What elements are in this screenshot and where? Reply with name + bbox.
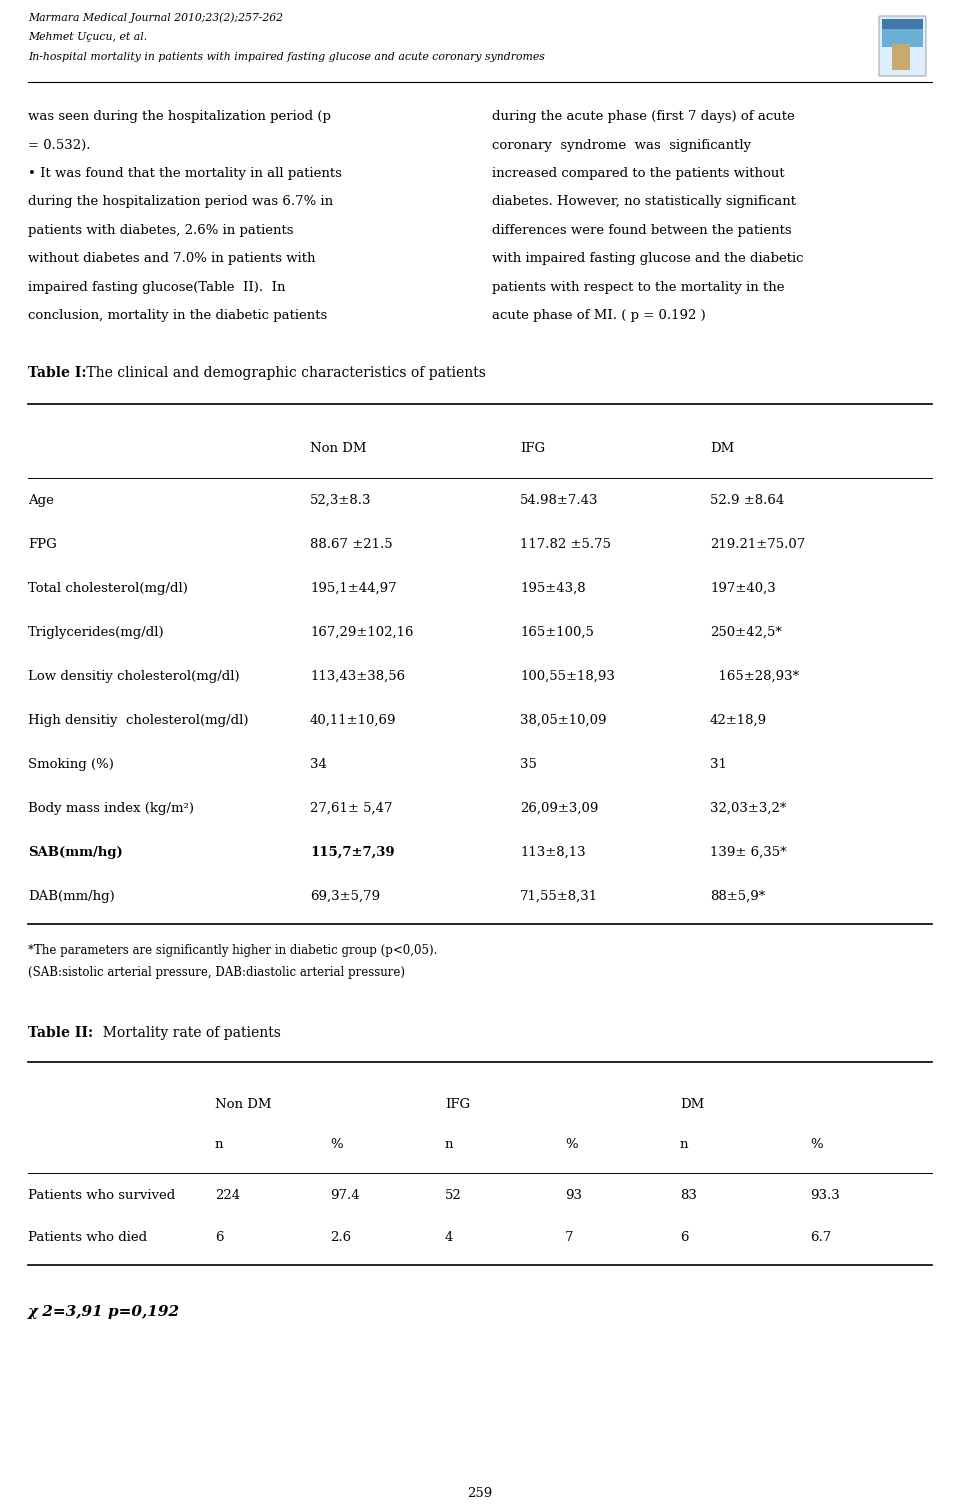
Text: 38,05±10,09: 38,05±10,09 xyxy=(520,714,607,726)
Text: impaired fasting glucose(Table  II).  In: impaired fasting glucose(Table II). In xyxy=(28,280,285,294)
Text: 259: 259 xyxy=(468,1487,492,1499)
Text: Body mass index (kg/m²): Body mass index (kg/m²) xyxy=(28,802,194,815)
Text: FPG: FPG xyxy=(28,538,57,552)
Text: Low densitiy cholesterol(mg/dl): Low densitiy cholesterol(mg/dl) xyxy=(28,671,240,683)
Text: 195±43,8: 195±43,8 xyxy=(520,582,586,595)
Text: χ 2=3,91 p=0,192: χ 2=3,91 p=0,192 xyxy=(28,1305,180,1319)
Text: 100,55±18,93: 100,55±18,93 xyxy=(520,671,614,683)
Text: increased compared to the patients without: increased compared to the patients witho… xyxy=(492,167,784,179)
Text: 113±8,13: 113±8,13 xyxy=(520,845,586,859)
Text: 97.4: 97.4 xyxy=(330,1189,360,1203)
Text: 197±40,3: 197±40,3 xyxy=(710,582,776,595)
Bar xyxy=(892,44,910,69)
Text: differences were found between the patients: differences were found between the patie… xyxy=(492,225,792,237)
Text: %: % xyxy=(330,1138,343,1151)
Text: DM: DM xyxy=(710,442,734,455)
Text: Non DM: Non DM xyxy=(310,442,367,455)
Text: n: n xyxy=(215,1138,224,1151)
Text: 52: 52 xyxy=(445,1189,462,1203)
Text: 139± 6,35*: 139± 6,35* xyxy=(710,845,786,859)
Text: 93: 93 xyxy=(565,1189,582,1203)
Text: 117.82 ±5.75: 117.82 ±5.75 xyxy=(520,538,611,552)
Text: patients with diabetes, 2.6% in patients: patients with diabetes, 2.6% in patients xyxy=(28,225,294,237)
Text: 69,3±5,79: 69,3±5,79 xyxy=(310,891,380,903)
Text: IFG: IFG xyxy=(520,442,545,455)
Text: during the hospitalization period was 6.7% in: during the hospitalization period was 6.… xyxy=(28,196,333,208)
Text: High densitiy  cholesterol(mg/dl): High densitiy cholesterol(mg/dl) xyxy=(28,714,249,726)
Text: Age: Age xyxy=(28,494,54,506)
Text: 224: 224 xyxy=(215,1189,240,1203)
Text: *The parameters are significantly higher in diabetic group (p<0,05).: *The parameters are significantly higher… xyxy=(28,943,438,957)
Text: (SAB:sistolic arterial pressure, DAB:diastolic arterial pressure): (SAB:sistolic arterial pressure, DAB:dia… xyxy=(28,966,405,980)
Bar xyxy=(882,23,923,47)
Text: 35: 35 xyxy=(520,758,537,772)
Text: Marmara Medical Journal 2010;23(2);257-262: Marmara Medical Journal 2010;23(2);257-2… xyxy=(28,12,283,23)
Text: 40,11±10,69: 40,11±10,69 xyxy=(310,714,396,726)
Text: Triglycerides(mg/dl): Triglycerides(mg/dl) xyxy=(28,625,164,639)
Text: with impaired fasting glucose and the diabetic: with impaired fasting glucose and the di… xyxy=(492,253,804,265)
Text: 6.7: 6.7 xyxy=(810,1231,831,1243)
Text: 32,03±3,2*: 32,03±3,2* xyxy=(710,802,786,815)
Text: 31: 31 xyxy=(710,758,727,772)
Text: 83: 83 xyxy=(680,1189,697,1203)
Text: 52,3±8.3: 52,3±8.3 xyxy=(310,494,372,506)
Text: 6: 6 xyxy=(215,1231,224,1243)
Text: = 0.532).: = 0.532). xyxy=(28,139,90,152)
Text: Non DM: Non DM xyxy=(215,1099,272,1111)
Bar xyxy=(882,20,923,29)
Text: SAB(mm/hg): SAB(mm/hg) xyxy=(28,845,123,859)
Text: %: % xyxy=(565,1138,578,1151)
Text: n: n xyxy=(445,1138,453,1151)
Text: conclusion, mortality in the diabetic patients: conclusion, mortality in the diabetic pa… xyxy=(28,309,327,322)
Text: DM: DM xyxy=(680,1099,705,1111)
Text: DAB(mm/hg): DAB(mm/hg) xyxy=(28,891,115,903)
Text: 167,29±102,16: 167,29±102,16 xyxy=(310,625,414,639)
Text: 250±42,5*: 250±42,5* xyxy=(710,625,781,639)
Text: 115,7±7,39: 115,7±7,39 xyxy=(310,845,395,859)
Text: • It was found that the mortality in all patients: • It was found that the mortality in all… xyxy=(28,167,342,179)
Text: patients with respect to the mortality in the: patients with respect to the mortality i… xyxy=(492,280,784,294)
Text: 7: 7 xyxy=(565,1231,573,1243)
FancyBboxPatch shape xyxy=(879,17,926,75)
Text: Smoking (%): Smoking (%) xyxy=(28,758,114,772)
Text: 219.21±75.07: 219.21±75.07 xyxy=(710,538,805,552)
Text: Mortality rate of patients: Mortality rate of patients xyxy=(94,1026,280,1040)
Text: Table II:: Table II: xyxy=(28,1026,93,1040)
Text: 93.3: 93.3 xyxy=(810,1189,840,1203)
Text: 71,55±8,31: 71,55±8,31 xyxy=(520,891,598,903)
Text: n: n xyxy=(680,1138,688,1151)
Text: 42±18,9: 42±18,9 xyxy=(710,714,767,726)
Text: Table I:: Table I: xyxy=(28,366,86,380)
Text: acute phase of MI. ( p = 0.192 ): acute phase of MI. ( p = 0.192 ) xyxy=(492,309,706,322)
Text: 195,1±44,97: 195,1±44,97 xyxy=(310,582,396,595)
Text: 6: 6 xyxy=(680,1231,688,1243)
Text: In-hospital mortality in patients with impaired fasting glucose and acute corona: In-hospital mortality in patients with i… xyxy=(28,53,545,62)
Text: 54.98±7.43: 54.98±7.43 xyxy=(520,494,598,506)
Text: 88±5,9*: 88±5,9* xyxy=(710,891,765,903)
Text: 26,09±3,09: 26,09±3,09 xyxy=(520,802,598,815)
Text: 113,43±38,56: 113,43±38,56 xyxy=(310,671,405,683)
Text: Patients who died: Patients who died xyxy=(28,1231,147,1243)
Text: 165±100,5: 165±100,5 xyxy=(520,625,594,639)
Text: was seen during the hospitalization period (p: was seen during the hospitalization peri… xyxy=(28,110,331,124)
Text: 34: 34 xyxy=(310,758,326,772)
Text: 52.9 ±8.64: 52.9 ±8.64 xyxy=(710,494,784,506)
Text: The clinical and demographic characteristics of patients: The clinical and demographic characteris… xyxy=(83,366,487,380)
Text: Mehmet Uçucu, et al.: Mehmet Uçucu, et al. xyxy=(28,32,147,42)
Text: Patients who survived: Patients who survived xyxy=(28,1189,176,1203)
Text: IFG: IFG xyxy=(445,1099,470,1111)
Text: 27,61± 5,47: 27,61± 5,47 xyxy=(310,802,393,815)
Text: %: % xyxy=(810,1138,823,1151)
Text: Total cholesterol(mg/dl): Total cholesterol(mg/dl) xyxy=(28,582,188,595)
Text: coronary  syndrome  was  significantly: coronary syndrome was significantly xyxy=(492,139,751,152)
Text: 165±28,93*: 165±28,93* xyxy=(710,671,799,683)
Text: 2.6: 2.6 xyxy=(330,1231,351,1243)
Text: 4: 4 xyxy=(445,1231,453,1243)
Text: during the acute phase (first 7 days) of acute: during the acute phase (first 7 days) of… xyxy=(492,110,795,124)
Text: without diabetes and 7.0% in patients with: without diabetes and 7.0% in patients wi… xyxy=(28,253,316,265)
Text: diabetes. However, no statistically significant: diabetes. However, no statistically sign… xyxy=(492,196,796,208)
Text: 88.67 ±21.5: 88.67 ±21.5 xyxy=(310,538,393,552)
